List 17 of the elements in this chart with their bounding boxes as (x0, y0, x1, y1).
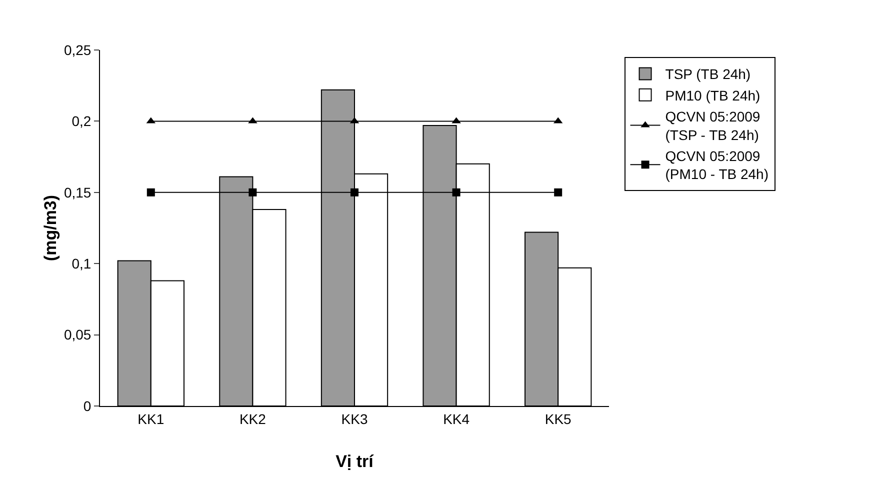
legend-label: QCVN 05:2009 (TSP - TB 24h) (665, 108, 760, 143)
x-tick-label: KK1 (138, 410, 164, 427)
y-tick-label: 0 (83, 398, 92, 414)
x-tick-label: KK3 (341, 410, 368, 427)
x-tick-label: KK4 (443, 410, 470, 427)
y-tick-label: 0,1 (72, 256, 92, 272)
y-tick-label: 0,2 (72, 113, 92, 130)
x-tick-label: KK2 (239, 410, 266, 427)
y-axis-title: (mg/m3) (41, 194, 60, 262)
x-axis-title: Vị trí (336, 452, 375, 471)
legend-label: QCVN 05:2009 (PM10 - TB 24h) (665, 148, 769, 182)
x-tick-label: KK5 (544, 410, 572, 427)
legend-label: PM10 (TB 24h) (665, 87, 760, 104)
y-tick-label: 0,25 (64, 42, 92, 58)
legend-label: TSP (TB 24h) (665, 66, 751, 82)
y-tick-label: 0,15 (64, 184, 92, 200)
y-tick-label: 0,05 (64, 326, 92, 343)
